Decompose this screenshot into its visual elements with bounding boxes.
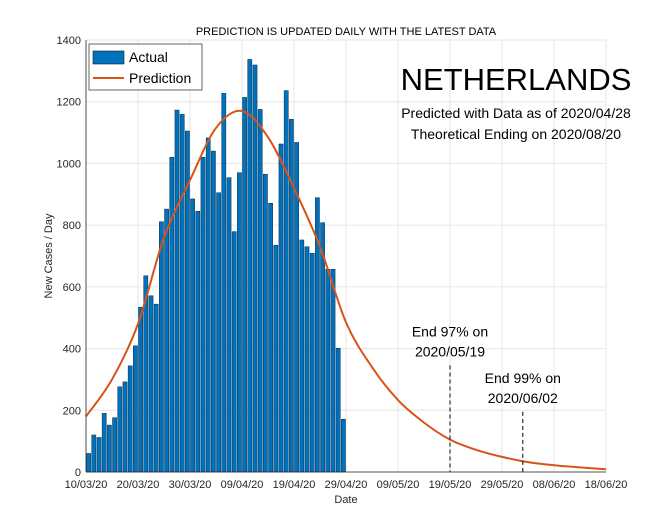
actual-bar (112, 417, 117, 473)
x-tick-label: 09/05/20 (377, 479, 420, 491)
actual-bar (257, 109, 263, 473)
actual-bar (247, 59, 253, 473)
actual-bar (299, 239, 305, 473)
actual-bar (127, 365, 133, 473)
y-tick-label: 200 (63, 405, 81, 417)
actual-bar (200, 157, 206, 473)
x-axis-label: Date (334, 494, 357, 506)
x-tick-label: 18/06/20 (585, 479, 628, 491)
actual-bar (226, 177, 232, 473)
legend-prediction-label: Prediction (129, 70, 191, 86)
x-tick-label: 19/05/20 (429, 479, 472, 491)
actual-bar (211, 150, 216, 473)
actual-bar (107, 424, 112, 473)
actual-bar (205, 137, 211, 473)
actual-bar (169, 157, 175, 473)
actual-bar (330, 269, 336, 473)
actual-bar (174, 109, 180, 473)
x-tick-label: 29/04/20 (325, 479, 368, 491)
actual-bar (283, 90, 289, 473)
end-date-label: End 99% on (485, 370, 561, 386)
actual-bar (237, 172, 242, 473)
actual-bar (263, 173, 268, 473)
y-axis-label: New Cases / Day (43, 213, 55, 298)
end-date-label: End 97% on (412, 324, 488, 340)
actual-bar (268, 202, 273, 473)
actual-bar (273, 244, 279, 473)
actual-bar (86, 453, 91, 473)
actual-bar (148, 295, 154, 473)
actual-bar (138, 306, 143, 473)
country-name: NETHERLANDS (401, 62, 632, 97)
actual-bar (231, 231, 237, 473)
actual-bar (179, 114, 185, 473)
y-tick-label: 0 (75, 467, 81, 479)
chart-title: PREDICTION IS UPDATED DAILY WITH THE LAT… (196, 26, 497, 38)
x-tick-label: 09/04/20 (221, 479, 264, 491)
actual-bar (252, 64, 258, 473)
subtitle-line-1: Predicted with Data as of 2020/04/28 (401, 105, 631, 121)
prediction-line (85, 109, 607, 471)
actual-bar (190, 198, 195, 473)
actual-bar (304, 246, 310, 473)
y-tick-label: 1400 (57, 35, 81, 47)
x-tick-label: 08/06/20 (533, 479, 576, 491)
actual-bar (309, 252, 315, 473)
actual-bar (242, 97, 247, 473)
actual-bar (101, 413, 107, 473)
actual-bar (335, 348, 341, 473)
y-tick-label: 1000 (57, 158, 81, 170)
end-date-label: 2020/06/02 (488, 390, 558, 406)
y-tick-label: 800 (63, 220, 81, 232)
x-tick-label: 10/03/20 (65, 479, 108, 491)
actual-bar (153, 303, 159, 473)
actual-bar (341, 418, 346, 473)
actual-bar (278, 143, 284, 473)
actual-bar (159, 221, 164, 473)
legend-actual-label: Actual (129, 49, 168, 65)
actual-bar (117, 386, 123, 473)
actual-bar (289, 119, 294, 473)
x-tick-label: 19/04/20 (273, 479, 316, 491)
y-tick-label: 400 (63, 344, 81, 356)
actual-bar (133, 345, 138, 473)
axes: 0 200 400 600 800 1000 1200 1400 10/03/20 20/03/2… (57, 35, 628, 491)
actual-bar (325, 269, 331, 473)
y-tick-label: 600 (63, 282, 81, 294)
actual-bar (164, 208, 169, 473)
end-date-label: 2020/05/19 (415, 344, 485, 360)
actual-bar (96, 437, 102, 473)
legend: Actual Prediction (88, 43, 203, 91)
actual-bars (86, 59, 346, 473)
x-tick-label: 29/05/20 (481, 479, 524, 491)
y-tick-label: 1200 (57, 97, 81, 109)
x-tick-label: 20/03/20 (117, 479, 160, 491)
actual-bar (91, 434, 97, 473)
actual-bar (195, 211, 201, 473)
actual-bar (216, 192, 221, 473)
x-tick-label: 30/03/20 (169, 479, 212, 491)
subtitle-line-2: Theoretical Ending on 2020/08/20 (411, 126, 621, 142)
actual-bar (221, 93, 227, 473)
actual-bar (122, 381, 128, 473)
legend-actual-swatch (92, 50, 125, 65)
